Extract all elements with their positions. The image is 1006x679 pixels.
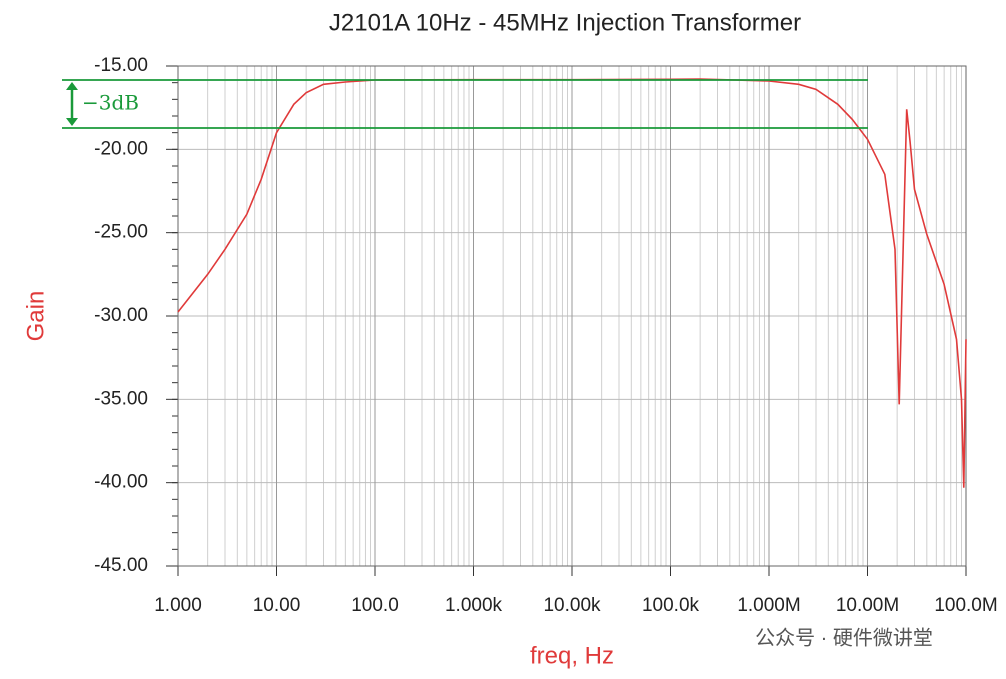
chart-title: J2101A 10Hz - 45MHz Injection Transforme… — [329, 9, 801, 36]
arrow-head — [66, 118, 78, 126]
annotation-label: −3dB — [82, 91, 139, 115]
x-axis-label: freq, Hz — [530, 642, 614, 669]
arrow-head — [66, 82, 78, 90]
y-tick-label: -45.00 — [94, 555, 148, 576]
x-tick-label: 10.00 — [253, 595, 301, 616]
x-tick-label: 100.0 — [351, 595, 399, 616]
y-tick-label: -25.00 — [94, 222, 148, 243]
x-tick-label: 1.000 — [154, 595, 202, 616]
y-tick-label: -15.00 — [94, 55, 148, 76]
y-tick-label: -30.00 — [94, 305, 148, 326]
y-tick-label: -40.00 — [94, 472, 148, 493]
plot-frame — [177, 65, 967, 567]
x-tick-label: 100.0M — [934, 595, 997, 616]
watermark: 公众号 · 硬件微讲堂 — [755, 626, 933, 649]
y-axis-label: Gain — [22, 291, 49, 342]
y-tick-label: -35.00 — [94, 388, 148, 409]
x-tick-label: 10.00k — [543, 595, 601, 616]
gain-line — [177, 78, 967, 488]
x-tick-label: 1.000M — [737, 595, 800, 616]
x-tick-label: 1.000k — [445, 595, 503, 616]
y-tick-label: -20.00 — [94, 138, 148, 159]
x-tick-label: 100.0k — [642, 595, 700, 616]
x-tick-label: 10.00M — [836, 595, 899, 616]
